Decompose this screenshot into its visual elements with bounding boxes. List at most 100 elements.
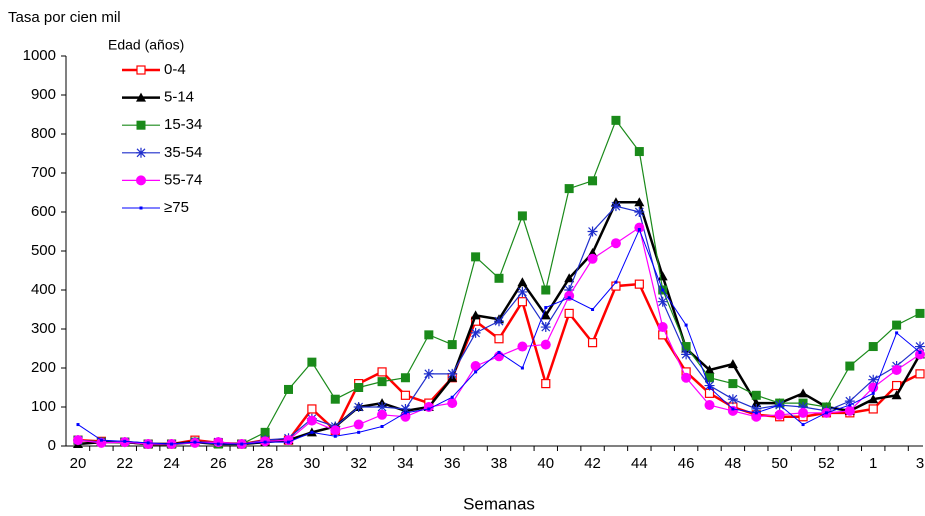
y-axis-title: Tasa por cien mil [8,9,121,26]
marker [681,349,692,360]
marker [868,404,878,414]
x-axis-title: Semanas [463,494,535,513]
marker [871,391,875,395]
x-tick-label: 38 [491,455,508,472]
marker [588,176,598,186]
y-tick-label: 300 [31,320,56,337]
marker [774,409,785,420]
series [76,228,922,446]
x-tick-label: 26 [210,455,227,472]
x-tick-label: 32 [350,455,367,472]
marker [354,383,364,392]
x-tick-label: 28 [257,455,274,472]
x-tick-label: 40 [537,455,554,472]
marker [634,207,645,217]
y-tick-label: 200 [31,359,56,376]
marker [541,379,551,389]
y-tick-label: 800 [31,125,56,142]
marker [307,357,317,367]
marker [544,306,548,310]
marker [520,366,524,370]
x-tick-label: 30 [304,455,321,472]
marker [136,147,146,158]
marker [634,197,645,207]
marker [751,403,762,414]
marker [564,308,574,318]
marker [494,273,504,283]
marker [517,297,527,307]
marker [357,430,361,434]
marker [868,394,879,404]
marker [353,402,364,412]
marker [123,439,127,443]
marker [801,423,805,427]
marker [146,441,150,445]
marker [517,286,528,297]
marker [610,201,621,212]
legend-label: 0-4 [164,61,186,78]
marker [681,372,692,383]
marker [611,115,621,125]
marker [895,331,899,335]
marker [704,364,715,374]
marker [844,405,855,416]
marker [918,350,922,354]
x-tick-label: 48 [725,455,742,472]
marker [844,396,855,407]
marker [136,120,146,130]
marker [731,407,735,411]
marker [634,147,644,157]
marker [661,288,665,292]
legend-label: 5-14 [164,89,194,106]
marker [517,277,528,287]
x-tick-label: 34 [397,455,414,472]
marker [136,92,146,102]
y-tick-label: 900 [31,86,56,103]
marker [474,370,478,374]
x-tick-label: 3 [916,455,924,472]
marker [892,380,902,391]
marker [494,334,504,344]
marker [541,285,551,295]
marker [403,411,407,415]
marker [845,361,855,371]
series-line [77,282,921,446]
marker [447,340,457,350]
marker [136,175,146,186]
x-tick-label: 52 [818,455,835,472]
y-tick-label: 0 [48,437,56,454]
marker [587,338,598,348]
marker [287,440,290,444]
marker [540,310,551,320]
marker [754,411,758,415]
marker [400,390,411,400]
marker [424,330,434,340]
marker [564,285,575,295]
x-tick-label: 50 [771,455,788,472]
marker [587,253,598,264]
marker [400,403,411,414]
marker [136,65,146,75]
marker [751,411,762,422]
marker [450,395,454,399]
x-tick-label: 22 [116,455,133,472]
marker [170,442,174,446]
marker [494,316,504,327]
marker [330,394,340,404]
marker [447,398,458,409]
marker [778,403,782,407]
marker [751,398,762,408]
marker [213,437,224,448]
marker [610,238,621,249]
y-tick-label: 600 [31,203,56,220]
marker [306,415,317,426]
marker [591,308,595,311]
marker [73,435,83,446]
marker [353,419,364,430]
marker [517,341,528,352]
x-tick-label: 24 [163,455,180,472]
marker [704,380,715,391]
x-tick-label: 46 [678,455,695,472]
marker [139,206,143,210]
